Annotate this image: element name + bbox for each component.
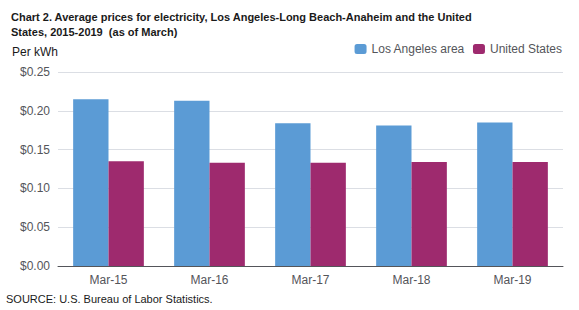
svg-text:Mar-19: Mar-19: [493, 273, 531, 287]
svg-text:Los Angeles area: Los Angeles area: [372, 42, 465, 56]
svg-text:$0.20: $0.20: [20, 104, 50, 118]
svg-text:$0.05: $0.05: [20, 220, 50, 234]
svg-text:United States: United States: [490, 42, 562, 56]
svg-text:Mar-17: Mar-17: [291, 273, 329, 287]
svg-text:Chart 2. Average prices for el: Chart 2. Average prices for electricity,…: [11, 11, 472, 23]
svg-text:Mar-18: Mar-18: [392, 273, 430, 287]
svg-text:$0.15: $0.15: [20, 143, 50, 157]
svg-text:$0.00: $0.00: [20, 259, 50, 273]
svg-text:$0.25: $0.25: [20, 65, 50, 79]
svg-text:Mar-16: Mar-16: [190, 273, 228, 287]
svg-text:Per kWh: Per kWh: [12, 45, 58, 59]
svg-text:Mar-15: Mar-15: [89, 273, 127, 287]
svg-text:$0.10: $0.10: [20, 181, 50, 195]
svg-text:SOURCE: U.S. Bureau of Labor S: SOURCE: U.S. Bureau of Labor Statistics.: [6, 293, 213, 305]
svg-text:States, 2015-2019 (as of Marc: States, 2015-2019 (as of March): [11, 26, 178, 38]
